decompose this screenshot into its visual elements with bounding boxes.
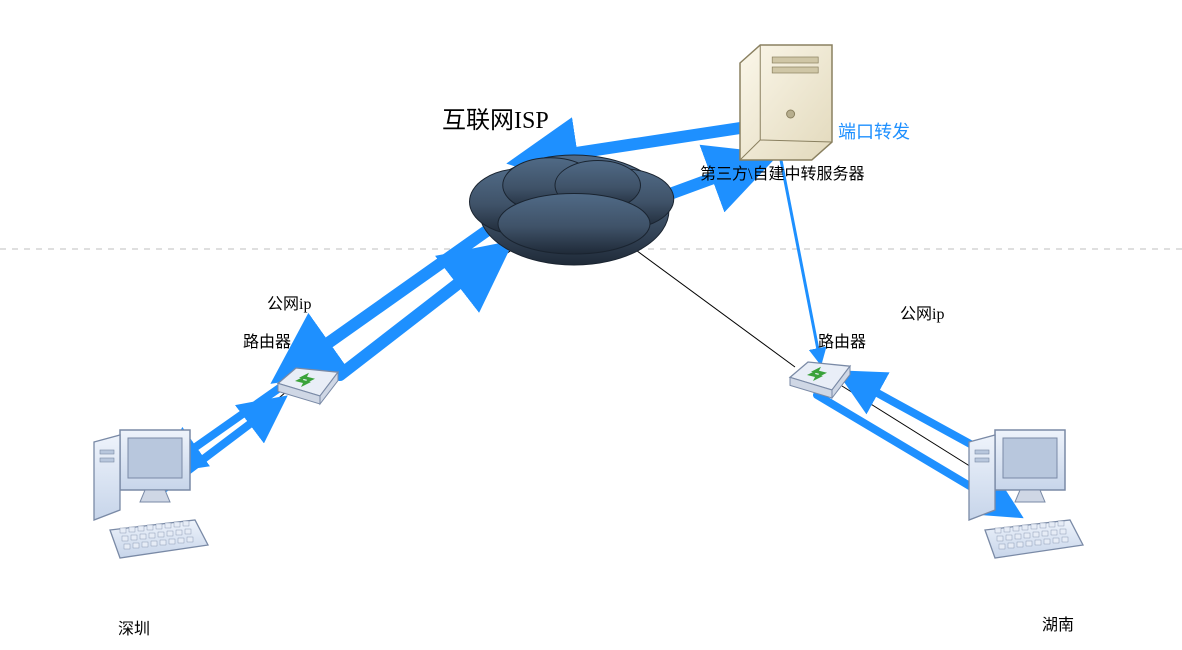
router-right-icon <box>790 362 850 398</box>
right-router-label: 路由器 <box>818 328 866 352</box>
left-public-ip-label: 公网ip <box>267 290 311 314</box>
hunan-label: 湖南 <box>1042 611 1074 635</box>
shenzhen-label: 深圳 <box>118 615 150 639</box>
computer-right-icon <box>969 430 1083 558</box>
server-label: 第三方\自建中转服务器 <box>700 160 864 184</box>
network-diagram <box>0 0 1182 650</box>
title-label: 互联网ISP <box>442 100 549 135</box>
left-router-label: 路由器 <box>243 328 291 352</box>
right-public-ip-label: 公网ip <box>900 300 944 324</box>
port-forward-label: 端口转发 <box>838 118 910 144</box>
internet-cloud-icon <box>470 155 674 265</box>
relay-server-icon <box>740 45 832 160</box>
